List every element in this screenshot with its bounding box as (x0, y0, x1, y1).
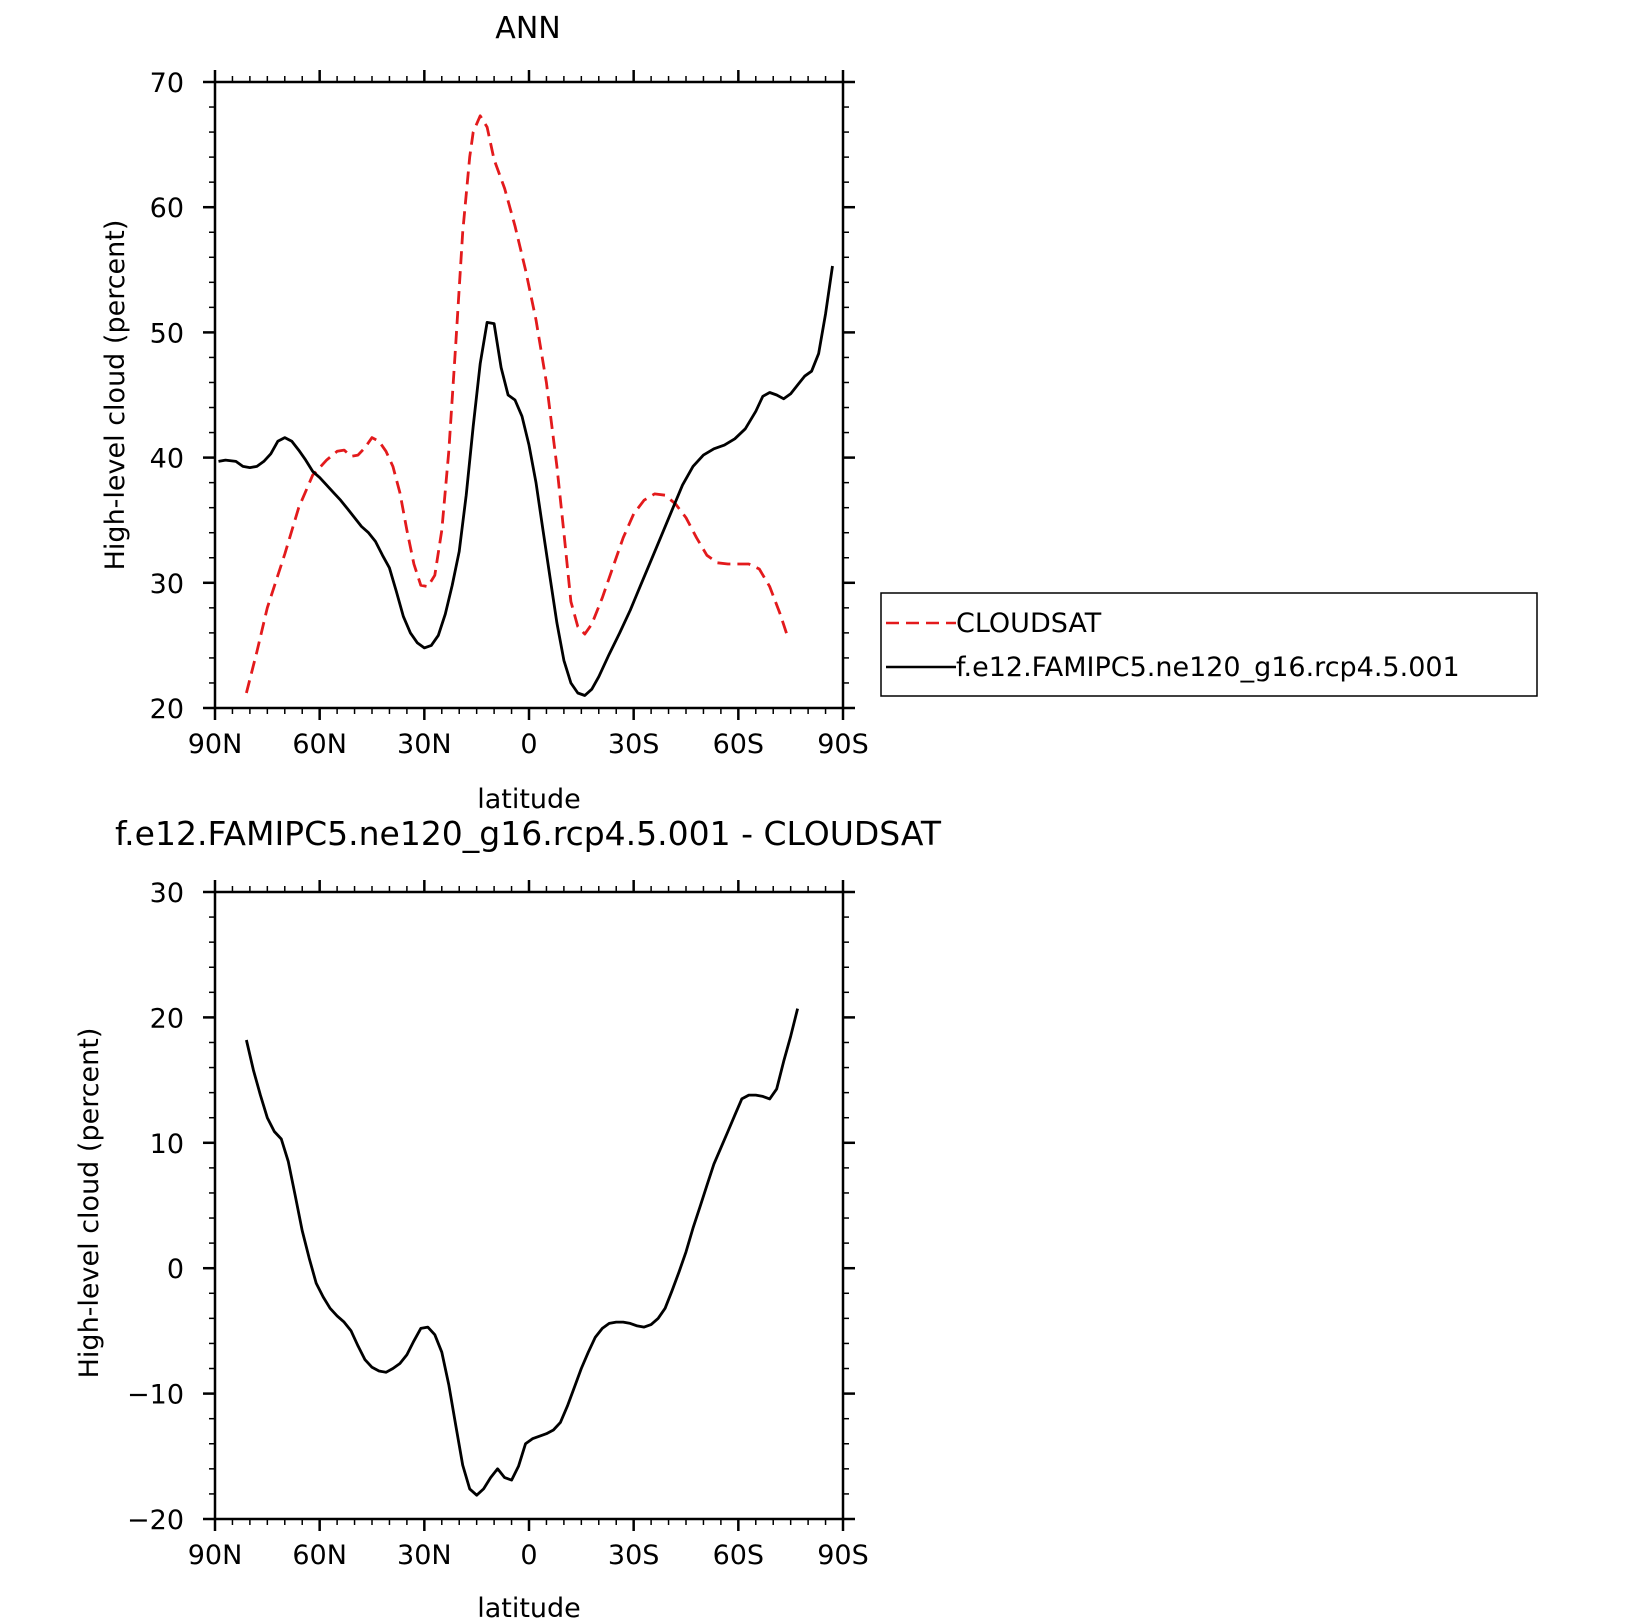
panel0-series-line-f-e12-famipc5-ne120-g16-rcp4-5-001 (218, 265, 834, 697)
panel0-x-tick-label: 30S (608, 729, 660, 760)
panel1-y-tick-label: −20 (127, 1505, 184, 1536)
legend-label-cloudsat: CLOUDSAT (956, 608, 1102, 639)
legend-box (880, 592, 1538, 697)
panel0-series-line-cloudsat (245, 114, 789, 694)
top-panel-y-axis-label: High-level cloud (percent) (100, 220, 131, 571)
panel0-y-tick-label: 20 (150, 694, 184, 725)
top-panel-x-axis-label: latitude (477, 784, 581, 815)
top-panel: ANN 90N 60N 30N 0 30S 60S 90S 20 30 40 50 60 70 lati… (100, 11, 1538, 815)
panel0-x-tick-label: 60S (713, 729, 765, 760)
panel1-x-tick-label: 30S (608, 1540, 660, 1571)
panel1-y-tick-label: 0 (167, 1254, 184, 1285)
panel1-x-tick-label: 90N (188, 1540, 243, 1571)
legend-label-model: f.e12.FAMIPC5.ne120_g16.rcp4.5.001 (956, 652, 1460, 683)
panel1-y-tick-label: 20 (150, 1003, 184, 1034)
bottom-panel-title: f.e12.FAMIPC5.ne120_g16.rcp4.5.001 - CLO… (115, 814, 942, 853)
bottom-panel-x-axis-label: latitude (477, 1593, 581, 1624)
panel1-x-tick-label: 0 (520, 1540, 537, 1571)
panel1-series-line-difference (245, 1008, 799, 1497)
panel0-x-tick-label: 90N (188, 729, 243, 760)
panel0-plot-frame (213, 80, 845, 710)
top-panel-title: ANN (495, 11, 560, 46)
legend: CLOUDSAT f.e12.FAMIPC5.ne120_g16.rcp4.5.… (880, 592, 1538, 697)
panel0-x-tick-label: 90S (817, 729, 869, 760)
panel0-x-tick-label: 60N (292, 729, 347, 760)
panel1-y-tick-label: −10 (127, 1380, 184, 1411)
panel0-x-tick-label: 30N (397, 729, 452, 760)
panel1-x-tick-label: 60N (292, 1540, 347, 1571)
panel0-y-tick-label: 50 (150, 318, 184, 349)
panel1-y-tick-label: 30 (150, 878, 184, 909)
panel1-x-tick-label: 90S (817, 1540, 869, 1571)
panel0-x-tick-label: 0 (520, 729, 537, 760)
panel0-y-tick-label: 70 (150, 68, 184, 99)
panel0-y-tick-label: 40 (150, 444, 184, 475)
bottom-panel-plot: 90N 60N 30N 0 30S 60S 90S −20 −10 0 10 20 30 (127, 878, 869, 1571)
panel0-y-tick-label: 60 (150, 193, 184, 224)
top-panel-plot: 90N 60N 30N 0 30S 60S 90S 20 30 40 50 60 70 (150, 68, 869, 760)
panel1-y-tick-label: 10 (150, 1129, 184, 1160)
panel1-x-tick-label: 30N (397, 1540, 452, 1571)
panel0-y-tick-label: 30 (150, 569, 184, 600)
panel1-plot-frame (213, 890, 845, 1521)
bottom-panel-y-axis-label: High-level cloud (percent) (74, 1028, 105, 1379)
bottom-panel: f.e12.FAMIPC5.ne120_g16.rcp4.5.001 - CLO… (74, 814, 942, 1624)
panel1-x-tick-label: 60S (713, 1540, 765, 1571)
